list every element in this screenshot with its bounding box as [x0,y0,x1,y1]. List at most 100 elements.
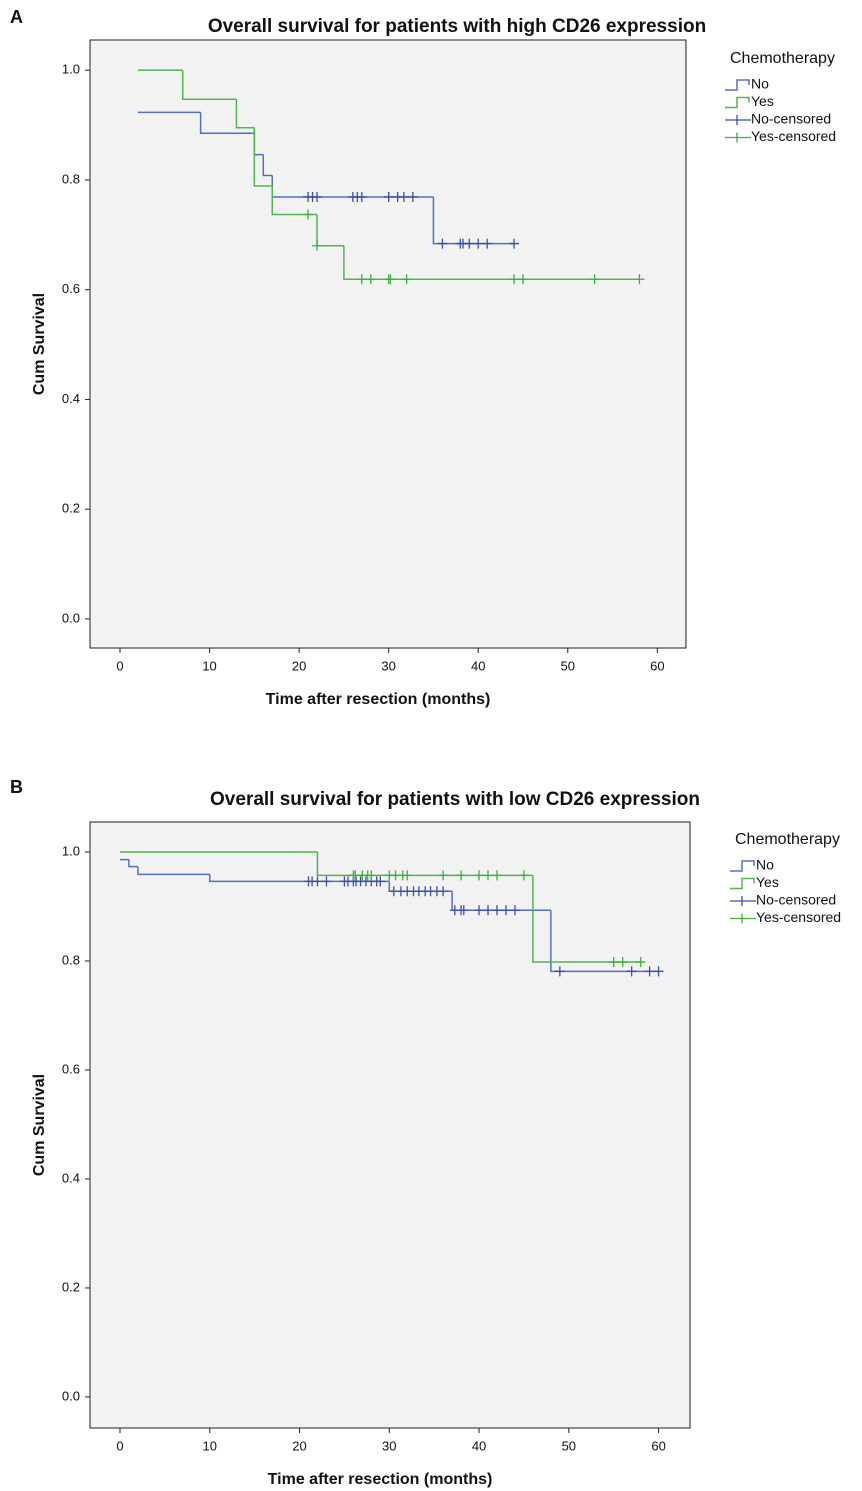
censor-mark [356,274,367,285]
censor-mark [385,274,396,285]
legend-icon [725,132,751,143]
censor-mark [589,274,600,285]
x-tick-label: 30 [382,1438,396,1453]
legend-label: No [756,857,774,873]
y-axis-label: Cum Survival [31,1074,48,1176]
censor-mark [464,238,475,249]
legend-icon [730,877,755,890]
censor-mark [402,870,413,881]
y-tick-label: 0.0 [62,610,80,625]
x-tick-label: 60 [650,658,664,673]
x-tick-label: 60 [651,1438,665,1453]
survival-step [532,875,641,963]
y-tick-label: 1.0 [62,62,80,77]
censor-mark [483,905,494,916]
censor-mark [407,191,418,202]
censor-mark [644,966,655,977]
censor-mark [383,191,394,202]
censor-mark [312,191,323,202]
censor-mark [321,876,332,887]
y-tick-label: 0.0 [62,1388,80,1403]
censor-mark [635,957,646,968]
x-tick-label: 10 [202,658,216,673]
survival-step [137,866,210,876]
y-tick-label: 0.8 [62,171,80,186]
y-tick-label: 1.0 [62,843,80,858]
chart-title: Overall survival for patients with low C… [210,789,700,810]
x-tick-label: 50 [561,658,575,673]
censor-mark [456,870,467,881]
legend-icon [730,913,756,924]
censor-mark [634,274,645,285]
x-tick-label: 20 [292,1438,306,1453]
survival-step [181,70,237,101]
legend-icon [730,860,755,872]
legend-label: Yes-censored [756,909,841,925]
legend-title: Chemotherapy [735,831,840,848]
legend-icon [730,896,756,906]
censor-mark [608,957,619,968]
plot-area [89,821,691,1429]
censor-mark [474,905,485,916]
y-axis-label: Cum Survival [31,293,48,395]
legend-icon [725,115,751,125]
censor-mark [365,274,376,285]
x-axis-label: Time after resection (months) [266,691,491,708]
censor-mark [356,191,367,202]
censor-mark [473,238,484,249]
y-tick-label: 0.4 [62,1170,80,1185]
x-tick-label: 50 [562,1438,576,1453]
y-tick-label: 0.4 [62,391,80,406]
censor-mark [554,966,565,977]
censor-mark [437,238,448,249]
y-tick-label: 0.6 [62,1061,80,1076]
legend-label: No [751,76,769,92]
x-tick-label: 20 [292,658,306,673]
censor-mark [492,905,503,916]
legend-label: Yes-censored [751,128,836,144]
censor-mark [401,274,412,285]
censor-mark [483,870,494,881]
x-axis-label: Time after resection (months) [268,1471,493,1488]
legend-label: Yes [751,93,774,109]
x-tick-label: 0 [116,1438,123,1453]
censor-mark [474,870,485,881]
legend-label: Yes [756,874,779,890]
censor-mark [509,238,520,249]
censor-mark [366,870,377,881]
censor-mark [438,886,449,897]
survival-step [343,245,640,280]
plot-area [89,39,687,649]
censor-mark [312,240,323,251]
y-tick-label: 0.2 [62,1279,80,1294]
censor-mark [509,905,520,916]
censor-mark [653,966,664,977]
censor-mark [492,870,503,881]
censor-mark [518,870,529,881]
survival-step [550,910,659,973]
legend-label: No-censored [751,111,831,127]
survival-step [253,127,273,187]
censor-mark [617,957,628,968]
survival-step [128,859,138,868]
y-tick-label: 0.8 [62,952,80,967]
legend-icon [725,79,750,91]
panel-label: A [10,7,23,27]
legend-label: No-censored [756,892,836,908]
censor-mark [509,274,520,285]
censor-mark [518,274,529,285]
y-tick-label: 0.2 [62,501,80,516]
legend-icon [725,96,750,109]
censor-mark [458,905,469,916]
censor-mark [438,870,449,881]
censor-mark [312,876,323,887]
censor-mark [482,238,493,249]
x-tick-label: 40 [472,1438,486,1453]
x-tick-label: 10 [203,1438,217,1453]
censor-mark [626,966,637,977]
x-tick-label: 0 [116,658,123,673]
y-tick-label: 0.6 [62,281,80,296]
censor-mark [375,876,386,887]
chart-title: Overall survival for patients with high … [208,16,706,37]
